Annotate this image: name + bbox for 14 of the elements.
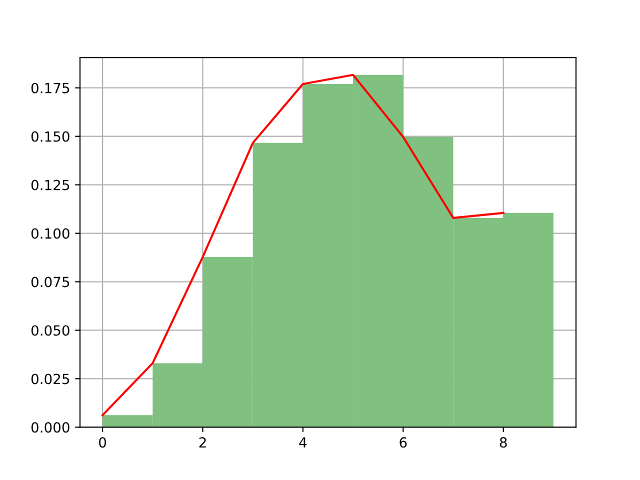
y-tick-label: 0.075 bbox=[31, 276, 70, 288]
y-tick-label: 0.150 bbox=[31, 131, 70, 142]
x-tick-label: 2 bbox=[199, 437, 206, 448]
y-tick-label: 0.125 bbox=[31, 180, 70, 190]
y-tick-label: 0.100 bbox=[31, 228, 70, 239]
x-tick-label: 8 bbox=[500, 437, 507, 448]
y-tick-label: 0.050 bbox=[31, 325, 70, 336]
x-tick-label: 0 bbox=[99, 437, 106, 448]
line-series bbox=[102, 74, 504, 416]
y-tick-label: 0.175 bbox=[31, 82, 70, 94]
x-tick-label: 4 bbox=[299, 437, 307, 448]
y-tick-label: 0.025 bbox=[31, 374, 70, 384]
y-tick-label: 0.000 bbox=[31, 422, 70, 433]
x-tick-label: 6 bbox=[400, 437, 407, 448]
